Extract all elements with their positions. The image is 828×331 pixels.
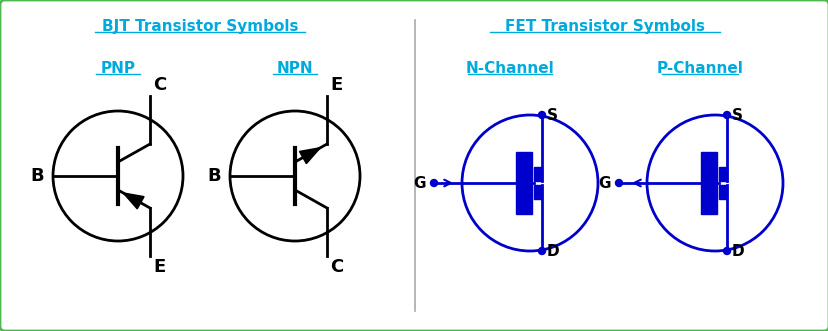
Text: BJT Transistor Symbols: BJT Transistor Symbols	[102, 19, 298, 33]
Bar	[700, 152, 716, 214]
Bar	[515, 152, 532, 214]
Bar	[718, 185, 726, 199]
Polygon shape	[123, 193, 144, 209]
Text: G: G	[598, 175, 610, 191]
Text: C: C	[153, 76, 166, 94]
Circle shape	[723, 112, 729, 118]
Text: S: S	[546, 108, 557, 122]
Text: P-Channel: P-Channel	[656, 61, 743, 75]
Text: N-Channel: N-Channel	[465, 61, 554, 75]
Text: B: B	[31, 167, 44, 185]
Circle shape	[430, 179, 437, 186]
Circle shape	[538, 112, 545, 118]
Text: D: D	[731, 244, 744, 259]
Text: PNP: PNP	[100, 61, 135, 75]
Text: S: S	[731, 108, 742, 122]
Bar	[533, 185, 542, 199]
Text: NPN: NPN	[277, 61, 313, 75]
Text: B: B	[207, 167, 221, 185]
Text: C: C	[330, 258, 343, 276]
Polygon shape	[299, 148, 320, 164]
Text: E: E	[153, 258, 165, 276]
Bar	[718, 167, 726, 181]
Text: E: E	[330, 76, 342, 94]
Circle shape	[723, 248, 729, 255]
Text: D: D	[546, 244, 559, 259]
Text: FET Transistor Symbols: FET Transistor Symbols	[504, 19, 704, 33]
Circle shape	[538, 248, 545, 255]
Bar	[533, 167, 542, 181]
Circle shape	[614, 179, 622, 186]
Text: G: G	[413, 175, 426, 191]
